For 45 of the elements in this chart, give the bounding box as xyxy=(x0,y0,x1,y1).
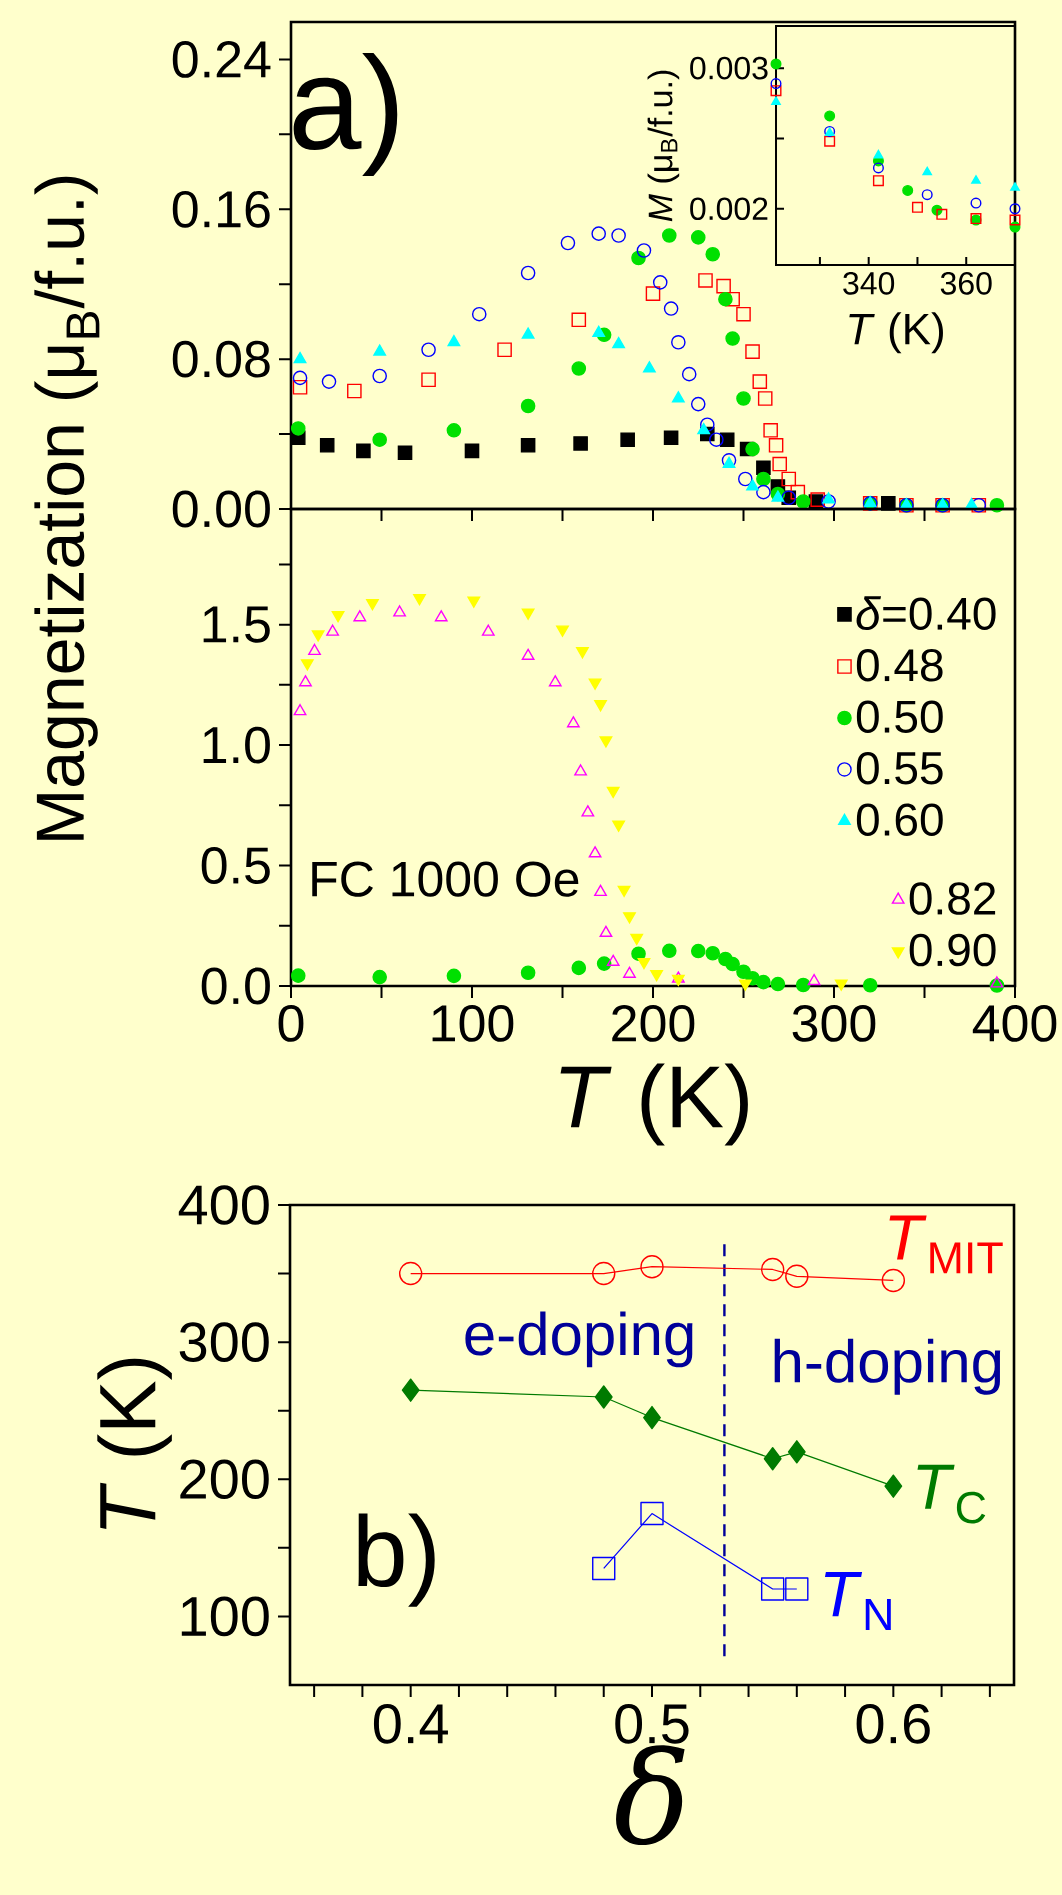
y-tick-label: 0.5 xyxy=(201,847,270,884)
series-label: T$_{C}$ xyxy=(917,1464,986,1524)
series-label: T$_{N}$ xyxy=(824,1572,891,1630)
x-tick-label: 400 xyxy=(972,1005,1057,1042)
annotation: h-doping xyxy=(774,1338,1001,1395)
legend-label: δ=0.40 xyxy=(856,596,996,631)
x-axis-title: T (K) xyxy=(560,1063,748,1146)
annotation: b) xyxy=(358,1513,435,1607)
legend-label: 0.55 xyxy=(856,751,943,785)
y-tick-label: 100 xyxy=(181,1596,269,1637)
x-tick-label: 360 xyxy=(940,272,992,295)
x-tick-label: 0.6 xyxy=(856,1704,930,1744)
annotation: a) xyxy=(293,53,398,177)
y-tick-label: 200 xyxy=(180,1459,269,1500)
x-tick-label: 200 xyxy=(612,1005,695,1042)
y-tick-label: 0.16 xyxy=(172,190,270,228)
legend-label: 0.82 xyxy=(909,882,996,915)
legend-label: 0.60 xyxy=(856,803,943,836)
legend-label: 0.50 xyxy=(856,700,943,733)
y-tick-label: 400 xyxy=(178,1185,269,1225)
x-tick-label: 0.5 xyxy=(615,1704,689,1744)
x-axis-title: T (K) xyxy=(849,312,943,354)
y-tick-label: 1.5 xyxy=(203,606,270,643)
y-tick-label: 300 xyxy=(179,1322,269,1362)
annotation: e-doping xyxy=(465,1311,693,1368)
legend-label: 0.90 xyxy=(909,933,996,967)
annotation: FC 1000 Oe xyxy=(312,861,579,897)
x-tick-label: 340 xyxy=(843,272,895,295)
x-tick-label: 100 xyxy=(432,1005,514,1042)
y-tick-label: 0.08 xyxy=(172,340,270,378)
y-axis-title: T (K) xyxy=(97,1358,172,1530)
y-tick-label: 0.002 xyxy=(690,197,768,221)
x-axis-title: δ xyxy=(616,1745,685,1846)
y-axis-title: M (μ$_{B}$/f.u.) xyxy=(647,70,680,222)
x-tick-label: 0 xyxy=(278,1005,304,1042)
x-tick-label: 300 xyxy=(792,1005,876,1042)
y-axis-title: Magnetization (μ$_{B}$/f.u.) xyxy=(34,176,100,840)
y-tick-label: 1.0 xyxy=(203,726,270,764)
legend-label: 0.48 xyxy=(856,648,943,682)
x-tick-label: 0.4 xyxy=(373,1704,448,1744)
y-tick-label: 0.0 xyxy=(201,967,270,1005)
y-tick-label: 0.003 xyxy=(690,56,768,80)
y-tick-label: 0.00 xyxy=(172,490,270,528)
y-tick-label: 0.24 xyxy=(172,41,271,78)
legend-label: T$_{MIT}$ xyxy=(889,1215,1003,1274)
